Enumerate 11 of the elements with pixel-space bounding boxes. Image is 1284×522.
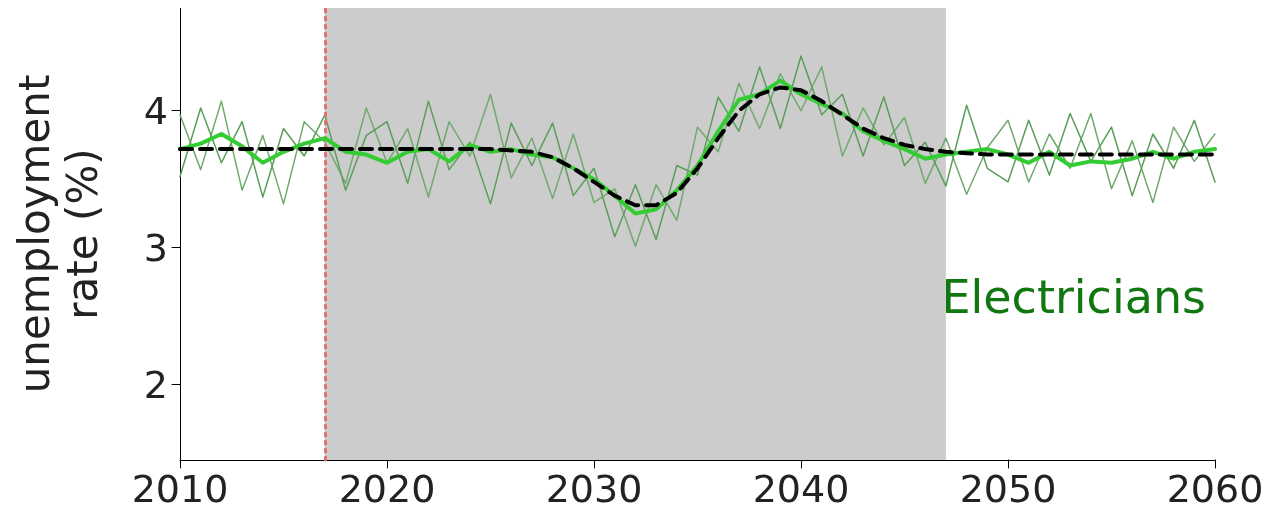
x-tick-label: 2020 xyxy=(338,467,436,511)
annotation: Electricians xyxy=(941,270,1206,324)
y-axis-title: unemployment rate (%) xyxy=(9,74,107,394)
x-tick-label: 2010 xyxy=(131,467,229,511)
y-tick-label: 4 xyxy=(143,88,168,133)
x-tick-label: 2030 xyxy=(545,467,643,511)
x-tick-label: 2060 xyxy=(1166,467,1264,511)
x-tick-label: 2050 xyxy=(959,467,1057,511)
y-tick-label: 3 xyxy=(143,225,168,270)
x-tick-label: 2040 xyxy=(752,467,850,511)
y-tick-label: 2 xyxy=(143,362,168,407)
